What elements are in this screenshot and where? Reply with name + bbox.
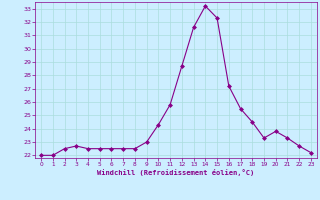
X-axis label: Windchill (Refroidissement éolien,°C): Windchill (Refroidissement éolien,°C) [97, 169, 255, 176]
